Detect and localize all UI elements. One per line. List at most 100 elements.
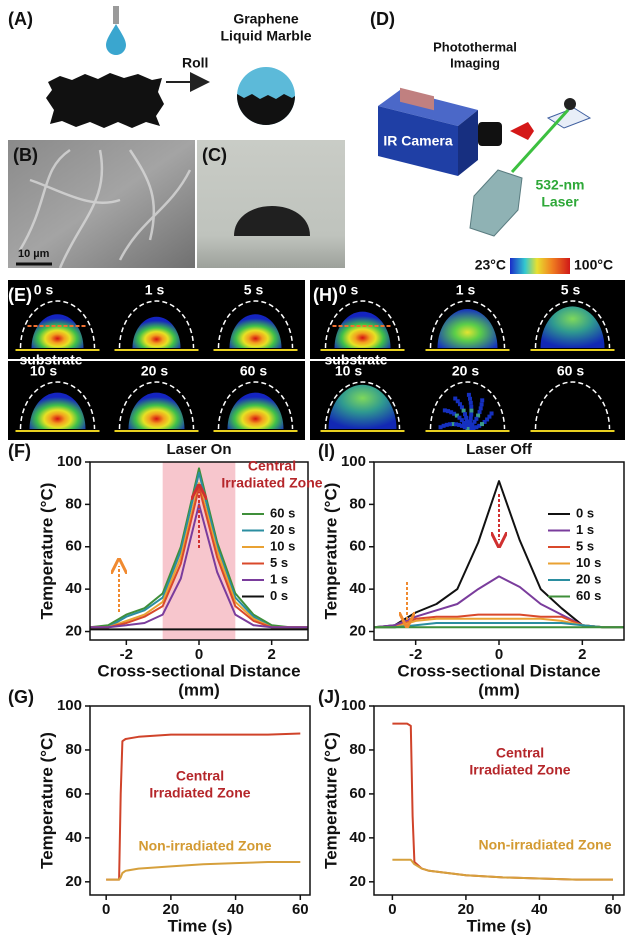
x-tick-label: 40 [227,901,244,918]
y-axis-label: Temperature (°C) [321,732,340,869]
thermal-pixel [478,410,482,414]
imaging-label: Photothermal [433,39,517,54]
time-label: 0 s [339,282,359,298]
legend-label: 5 s [270,555,288,570]
x-tick-label: 60 [292,901,309,918]
chart-title: Laser On [166,441,231,458]
colorbar [510,258,570,274]
time-label: 60 s [557,363,584,379]
laser-label: 532-nm [535,177,584,193]
y-tick-label: 60 [65,785,82,802]
imaging-label: Imaging [450,55,500,70]
y-tick-label: 40 [349,580,366,597]
legend-label: 60 s [576,588,601,603]
y-tick-label: 40 [65,829,82,846]
thermal-pixel [480,402,484,406]
marble-label: Liquid Marble [221,28,312,44]
legend-label: 60 s [270,505,295,520]
time-label: 20 s [141,363,168,379]
panel-label: (A) [8,9,33,29]
laser-label: Laser [541,194,579,210]
x-axis-label: Time (s) [467,916,532,935]
legend-label: 1 s [576,522,594,537]
time-label: 1 s [145,282,165,298]
thermal-pixel [479,406,483,410]
panel-label: (J) [318,687,340,707]
panel-label: (G) [8,687,34,707]
time-label: 10 s [30,363,57,379]
annotation: Non-irradiated Zone [138,838,271,854]
annotation: Irradiated Zone [221,475,322,491]
graphene-powder [46,73,164,128]
thermal-pixel [463,412,467,416]
series-line [392,860,613,880]
legend-label: 0 s [576,505,594,520]
x-axis-label: (mm) [178,680,220,699]
annotation: Central [176,768,224,784]
time-label: 20 s [452,363,479,379]
annotation: Non-irradiated Zone [478,837,611,853]
annotation: Central [496,745,544,761]
y-tick-label: 80 [65,741,82,758]
y-tick-label: 100 [57,453,82,470]
time-label: 1 s [456,282,476,298]
thermal-pixel [480,422,484,426]
y-tick-label: 40 [349,829,366,846]
dropper [113,6,119,24]
thermal-pixel [480,398,484,402]
thermal-pixel [449,410,453,414]
charts: (F)20406080100-202Temperature (°C)Cross-… [8,441,624,935]
camera-lens [478,122,502,146]
x-tick-label: 2 [578,646,586,663]
thermal-pixel [463,425,467,429]
x-tick-label: 20 [163,901,180,918]
x-axis-label: (mm) [478,680,520,699]
y-tick-label: 100 [341,697,366,714]
legend-label: 10 s [576,555,601,570]
annotation: Irradiated Zone [149,785,250,801]
thermal-pixel [467,393,471,397]
x-tick-label: 60 [605,901,622,918]
series-line [106,862,300,880]
y-axis-label: Temperature (°C) [37,732,56,869]
camera-label: IR Camera [383,133,452,149]
y-tick-label: 100 [341,453,366,470]
time-label: 5 s [561,282,581,298]
scale-bar-label: 10 µm [18,248,50,260]
y-tick-label: 80 [349,495,366,512]
x-axis-label: Time (s) [168,916,233,935]
thermal-pixel [469,416,473,420]
thermal-pixel [458,402,462,406]
time-label: 10 s [335,363,362,379]
x-tick-label: 0 [102,901,110,918]
annotation: Irradiated Zone [469,762,570,778]
y-axis-label: Temperature (°C) [37,483,56,620]
x-tick-label: 2 [267,646,275,663]
y-tick-label: 100 [57,697,82,714]
y-tick-label: 40 [65,580,82,597]
thermal-pixel [469,413,473,417]
legend-label: 1 s [270,571,288,586]
panel-label: (C) [202,145,227,165]
legend-label: 10 s [270,538,295,553]
laser-beam [512,110,568,172]
chart-title: Laser Off [466,441,533,458]
thermal-pixel [462,409,466,413]
panel-label: (I) [318,441,335,461]
time-label: 60 s [240,363,267,379]
marble-label: Graphene [233,11,299,27]
x-tick-label: 20 [458,901,475,918]
series-line [106,734,300,880]
x-tick-label: -2 [120,646,133,663]
x-tick-label: 40 [531,901,548,918]
annotation: Central [248,458,296,474]
ir-arrow [510,122,534,140]
thermal-pixel [469,405,473,409]
x-tick-label: 0 [495,646,503,663]
thermal-pixel [469,401,473,405]
y-tick-label: 20 [65,873,82,890]
y-tick-label: 20 [349,622,366,639]
figure: (A) Roll Graphene Liquid Marble (B) 10 µ… [0,0,628,935]
colorbar-max: 100°C [574,257,613,273]
time-label: 0 s [34,282,54,298]
